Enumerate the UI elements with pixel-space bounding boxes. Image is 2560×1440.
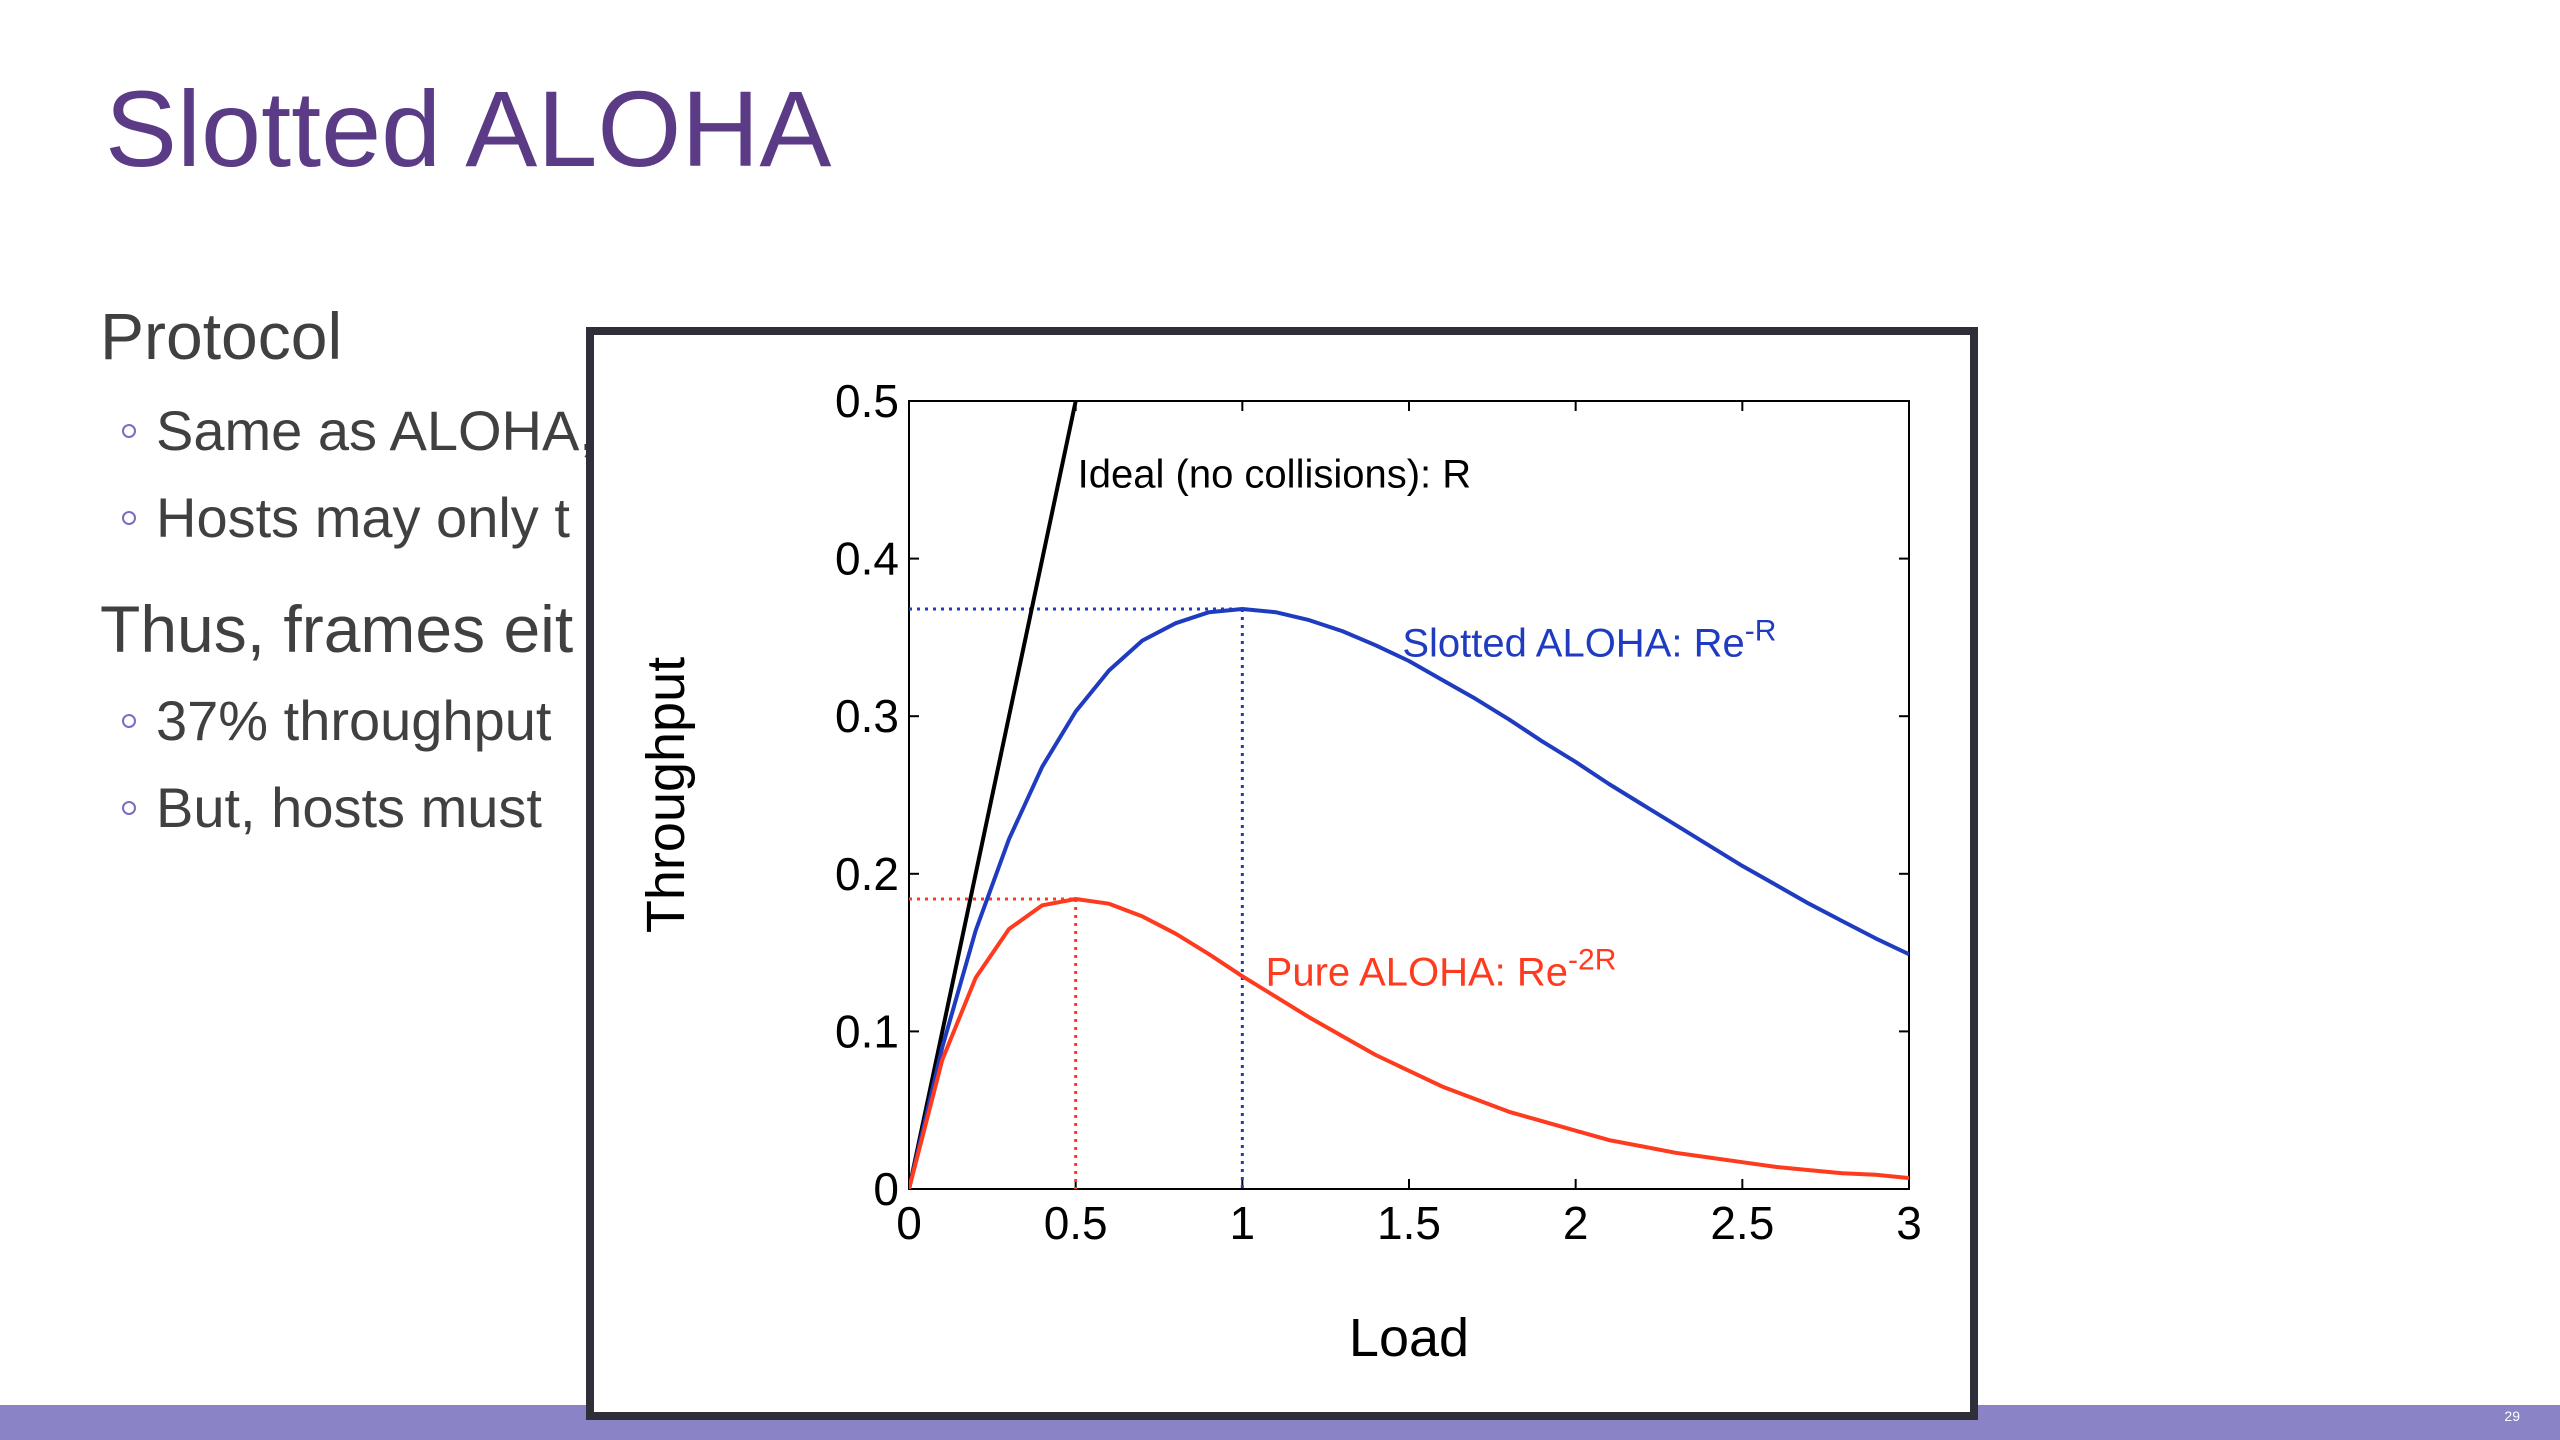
- y-axis-label: Throughput: [636, 657, 696, 933]
- x-tick-label: 0: [896, 1197, 922, 1249]
- y-tick-label: 0.2: [835, 848, 899, 900]
- bullet-marker-icon: [122, 510, 136, 525]
- ideal-label: Ideal (no collisions): R: [1078, 453, 1472, 497]
- y-tick-label: 0.1: [835, 1005, 899, 1057]
- pure-aloha-line: [909, 897, 1909, 1189]
- bullet-text: But, hosts must: [156, 776, 542, 839]
- heading-thus: Thus, frames eit: [100, 592, 574, 666]
- heading-protocol: Protocol: [100, 299, 343, 373]
- y-tick-label: 0.3: [835, 690, 899, 742]
- throughput-chart: 0 0.5 1 1.5 2 2.5 3 0 0.1 0.2 0.3 0.4 0.5 Load Through…: [636, 375, 1922, 1368]
- page-number: 29: [2504, 1408, 2520, 1424]
- bullet-marker-icon: [122, 423, 136, 438]
- x-tick-label: 2: [1563, 1197, 1589, 1249]
- slide-title: Slotted ALOHA: [105, 68, 832, 189]
- bullet-text: Hosts may only t: [156, 486, 570, 549]
- x-tick-label: 1.5: [1377, 1197, 1441, 1249]
- bullet-item: 37% throughput: [122, 690, 551, 752]
- x-tick-label: 1: [1230, 1197, 1256, 1249]
- bullet-item: Same as ALOHA,: [122, 400, 595, 462]
- bullet-text: 37% throughput: [156, 689, 552, 752]
- slotted-aloha-line: [909, 607, 1909, 1189]
- slotted-aloha-label: Slotted ALOHA: Re-R: [1402, 614, 1776, 665]
- x-tick-label: 0.5: [1044, 1197, 1108, 1249]
- x-tick-label: 2.5: [1710, 1197, 1774, 1249]
- bullet-marker-icon: [122, 800, 136, 815]
- bullet-marker-icon: [122, 713, 136, 728]
- bullet-item: But, hosts must: [122, 777, 542, 839]
- pure-aloha-label: Pure ALOHA: Re-2R: [1266, 944, 1617, 995]
- y-tick-label: 0.4: [835, 533, 899, 585]
- y-tick-label: 0.5: [835, 375, 899, 427]
- x-tick-label: 3: [1896, 1197, 1922, 1249]
- bullet-text: Same as ALOHA,: [156, 399, 595, 462]
- x-axis-label: Load: [1349, 1308, 1469, 1368]
- y-tick-label: 0: [873, 1163, 899, 1215]
- ideal-line: [909, 401, 1078, 1189]
- chart-frame: 0 0.5 1 1.5 2 2.5 3 0 0.1 0.2 0.3 0.4 0.5 Load Through…: [586, 327, 1978, 1420]
- bullet-item: Hosts may only t: [122, 487, 570, 549]
